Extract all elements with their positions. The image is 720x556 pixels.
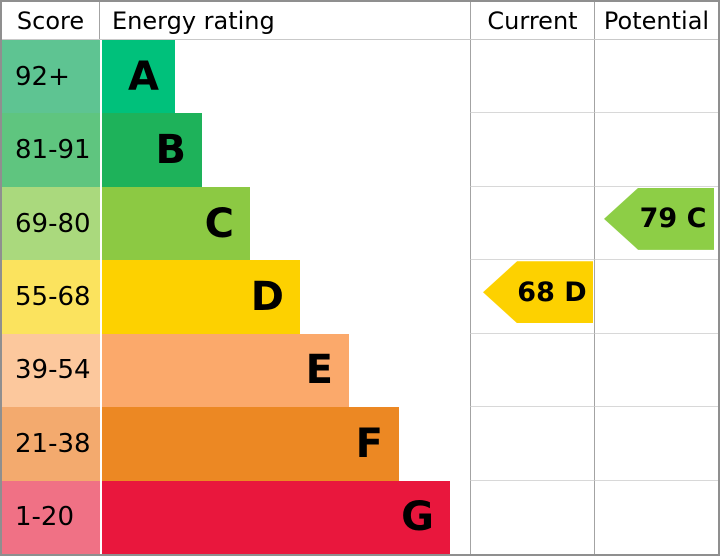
band-score-cell: 1-20 <box>2 480 100 554</box>
band-bar: A <box>102 40 175 114</box>
band-score-cell: 69-80 <box>2 186 100 261</box>
band-score-label: 81-91 <box>15 135 91 166</box>
band-score-label: 39-54 <box>15 355 91 386</box>
band-score-label: 21-38 <box>15 428 91 459</box>
potential-cell: 79 C <box>594 186 718 261</box>
band-letter: F <box>355 420 383 467</box>
band-bar-cell: B <box>100 113 470 187</box>
current-cell <box>470 333 594 408</box>
header-score: Score <box>2 2 100 39</box>
band-bar-cell: C <box>100 186 470 261</box>
band-score-cell: 81-91 <box>2 113 100 187</box>
band-bar: G <box>102 480 450 554</box>
band-rows: 92+ A 81-91 B 69-80 <box>2 40 718 554</box>
potential-cell <box>594 480 718 554</box>
band-bar: B <box>102 113 202 187</box>
header-potential: Potential <box>594 2 718 39</box>
band-bar: F <box>102 407 399 481</box>
current-cell <box>470 113 594 187</box>
current-cell: 68 D <box>470 260 594 334</box>
band-row-f: 21-38 F <box>2 407 718 481</box>
band-letter: G <box>401 494 434 541</box>
potential-cell <box>594 333 718 408</box>
potential-rating-label: 79 C <box>639 203 707 235</box>
band-letter: A <box>128 53 159 100</box>
band-bar: D <box>102 260 300 334</box>
band-score-label: 1-20 <box>15 502 75 533</box>
band-row-c: 69-80 C 79 C <box>2 186 718 261</box>
current-cell <box>470 186 594 261</box>
band-row-b: 81-91 B <box>2 113 718 187</box>
current-rating-arrow: 68 D <box>483 261 593 324</box>
band-row-a: 92+ A <box>2 40 718 114</box>
potential-cell <box>594 407 718 481</box>
band-letter: E <box>305 347 333 394</box>
header-energy-rating: Energy rating <box>112 6 275 35</box>
band-letter: C <box>204 200 234 247</box>
band-bar-cell: D <box>100 260 470 334</box>
current-rating-label: 68 D <box>517 276 587 308</box>
current-cell <box>470 407 594 481</box>
current-cell <box>470 40 594 114</box>
band-score-cell: 21-38 <box>2 407 100 481</box>
band-score-label: 69-80 <box>15 208 91 239</box>
current-cell <box>470 480 594 554</box>
band-bar-cell: E <box>100 333 470 408</box>
band-score-cell: 55-68 <box>2 260 100 334</box>
band-row-g: 1-20 G <box>2 480 718 554</box>
band-bar: E <box>102 333 349 408</box>
band-letter: D <box>250 273 284 320</box>
band-bar-cell: F <box>100 407 470 481</box>
potential-cell <box>594 40 718 114</box>
band-score-cell: 92+ <box>2 40 100 114</box>
header-current: Current <box>470 2 594 39</box>
potential-cell <box>594 260 718 334</box>
band-row-d: 55-68 D 68 D <box>2 260 718 334</box>
band-bar: C <box>102 186 250 261</box>
band-bar-cell: G <box>100 480 470 554</box>
chart-header-row: Score Energy rating Current Potential <box>2 2 718 40</box>
band-score-label: 92+ <box>15 61 70 92</box>
band-score-label: 55-68 <box>15 281 91 312</box>
band-bar-cell: A <box>100 40 470 114</box>
potential-cell <box>594 113 718 187</box>
band-row-e: 39-54 E <box>2 333 718 408</box>
band-score-cell: 39-54 <box>2 333 100 408</box>
potential-rating-arrow: 79 C <box>604 187 714 250</box>
band-letter: B <box>155 127 187 174</box>
